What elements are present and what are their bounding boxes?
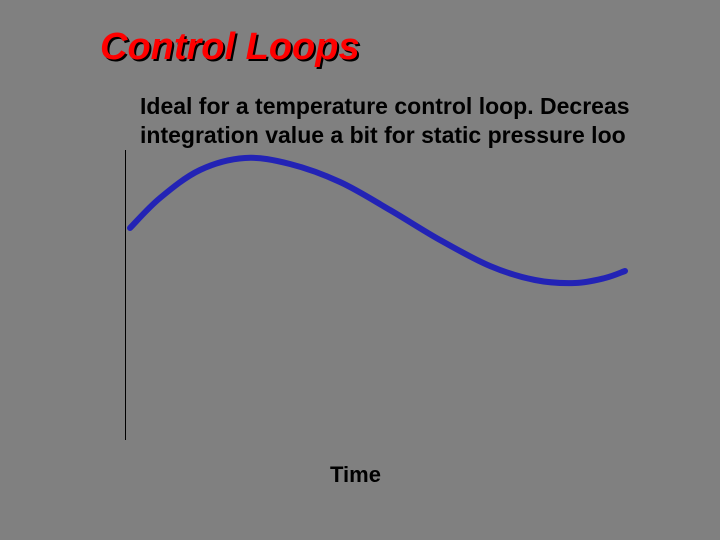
slide-subtitle: Ideal for a temperature control loop. De…: [140, 92, 630, 150]
y-axis: [125, 150, 126, 440]
chart-area: [125, 150, 635, 450]
subtitle-line-2: integration value a bit for static press…: [140, 122, 626, 148]
subtitle-line-1: Ideal for a temperature control loop. De…: [140, 93, 630, 119]
slide-title: Control Loops: [100, 26, 360, 69]
slide: Control Loops Control Loops Ideal for a …: [0, 0, 720, 540]
x-axis-label: Time: [330, 462, 381, 488]
